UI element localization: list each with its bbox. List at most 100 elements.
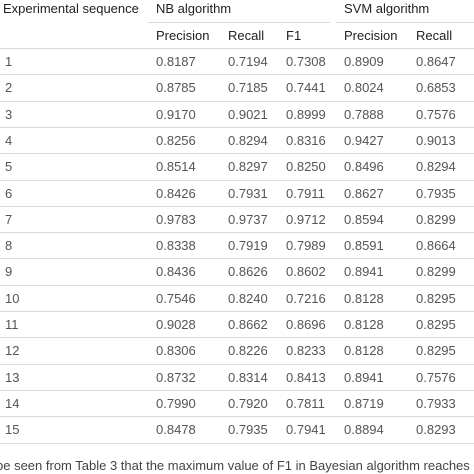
cell-value: 0.8250: [286, 159, 326, 175]
cell-value: 0.8314: [228, 369, 268, 385]
cell-value: 0.7888: [344, 106, 384, 122]
cell-value: 0.7935: [416, 185, 456, 201]
sub-header: Precision: [344, 28, 398, 43]
row-label: 10: [5, 290, 20, 306]
rule: [0, 74, 474, 76]
row-label: 6: [5, 185, 13, 201]
cell-value: 0.9013: [416, 132, 456, 148]
cell-value: 0.7911: [286, 185, 325, 201]
cell-value: 0.8295: [416, 343, 456, 359]
group-header: Experimental sequence: [3, 1, 139, 16]
cell-value: 0.7546: [156, 290, 196, 306]
cell-value: 0.6853: [416, 80, 456, 96]
rule: [0, 389, 474, 391]
rule: [0, 232, 474, 234]
sub-header: Precision: [156, 28, 210, 43]
cell-value: 0.8496: [344, 159, 384, 175]
cell-value: 0.7935: [228, 422, 268, 438]
cell-value: 0.8024: [344, 80, 384, 96]
cell-value: 0.8128: [344, 290, 384, 306]
footer-text: be seen from Table 3 that the maximum va…: [0, 458, 474, 473]
cell-value: 0.8299: [416, 264, 456, 280]
cell-value: 0.8240: [228, 290, 268, 306]
cell-value: 0.8295: [416, 290, 456, 306]
rule: [0, 284, 474, 286]
cell-value: 0.8591: [344, 238, 384, 254]
row-label: 7: [5, 211, 13, 227]
row-label: 4: [5, 132, 13, 148]
cell-value: 0.8594: [344, 211, 384, 227]
rule: [0, 153, 474, 155]
rule: [0, 179, 474, 181]
cell-value: 0.8941: [344, 369, 384, 385]
cell-value: 0.8627: [344, 185, 384, 201]
cell-value: 0.8999: [286, 106, 326, 122]
cell-value: 0.8316: [286, 132, 326, 148]
cell-value: 0.8306: [156, 343, 196, 359]
cell-value: 0.7933: [416, 395, 456, 411]
row-label: 3: [5, 106, 13, 122]
row-label: 1: [5, 54, 13, 69]
rule: [0, 126, 474, 128]
cell-value: 0.8256: [156, 132, 196, 148]
cell-value: 0.7441: [286, 80, 326, 96]
cell-value: 0.7185: [228, 80, 268, 96]
cell-value: 0.8696: [286, 317, 326, 332]
row-label: 12: [5, 343, 20, 359]
cell-value: 0.9028: [156, 317, 196, 332]
cell-value: 0.8909: [344, 54, 384, 69]
rule: [0, 100, 474, 102]
cell-value: 0.8295: [416, 317, 456, 332]
cell-value: 0.8662: [228, 317, 268, 332]
cell-value: 0.7941: [286, 422, 326, 438]
row-label: 11: [5, 317, 19, 332]
cell-value: 0.7194: [228, 54, 268, 69]
cell-value: 0.8297: [228, 159, 268, 175]
cell-value: 0.7920: [228, 395, 268, 411]
group-header: NB algorithm: [156, 1, 232, 16]
rule: [336, 22, 474, 23]
rule: [0, 205, 474, 207]
group-header: SVM algorithm: [344, 1, 430, 16]
cell-value: 0.8894: [344, 422, 384, 438]
cell-value: 0.8719: [344, 395, 384, 411]
cell-value: 0.9170: [156, 106, 196, 122]
cell-value: 0.8436: [156, 264, 196, 280]
sub-header: Recall: [228, 28, 265, 43]
cell-value: 0.8187: [156, 54, 196, 69]
row-label: 14: [5, 395, 20, 411]
cell-value: 0.7576: [416, 369, 456, 385]
cell-value: 0.8732: [156, 369, 196, 385]
row-label: 15: [5, 422, 20, 438]
cell-value: 0.8338: [156, 238, 196, 254]
cell-value: 0.9021: [228, 106, 268, 122]
cell-value: 0.7216: [286, 290, 326, 306]
cell-value: 0.8941: [344, 264, 384, 280]
cell-value: 0.8626: [228, 264, 268, 280]
cell-value: 0.8664: [416, 238, 456, 254]
cell-value: 0.8294: [228, 132, 268, 148]
row-label: 8: [5, 238, 13, 254]
rule: [0, 416, 474, 418]
cell-value: 0.8426: [156, 185, 196, 201]
cell-value: 0.7990: [156, 395, 196, 411]
row-label: 9: [5, 264, 13, 280]
cell-value: 0.8293: [416, 422, 456, 438]
rule: [0, 442, 474, 444]
cell-value: 0.8602: [286, 264, 326, 280]
cell-value: 0.7931: [228, 185, 268, 201]
cell-value: 0.8128: [344, 343, 384, 359]
row-label: 13: [5, 369, 20, 385]
cell-value: 0.9737: [228, 211, 268, 227]
row-label: 2: [5, 80, 13, 96]
sub-header: Recall: [416, 28, 453, 43]
cell-value: 0.8294: [416, 159, 456, 175]
rule: [148, 22, 330, 23]
row-label: 5: [5, 159, 13, 175]
rule: [0, 311, 474, 312]
cell-value: 0.8514: [156, 159, 196, 175]
cell-value: 0.9427: [344, 132, 384, 148]
cell-value: 0.7308: [286, 54, 326, 69]
cell-value: 0.8478: [156, 422, 196, 438]
